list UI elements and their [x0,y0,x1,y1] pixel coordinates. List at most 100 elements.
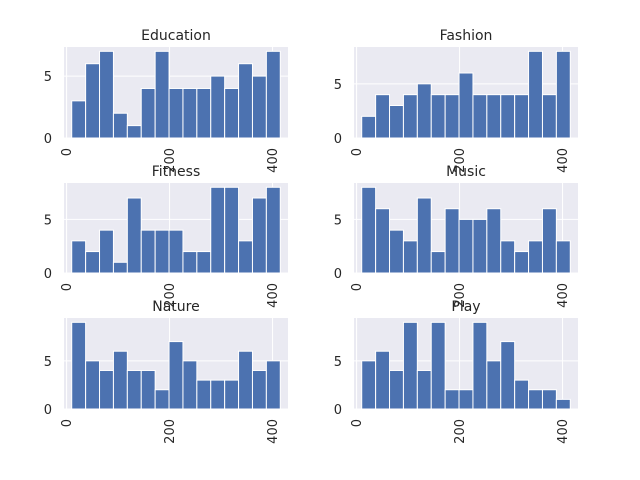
histogram-bar [251,197,267,274]
x-tick-label: 400 [556,283,571,308]
histogram-bar [514,94,530,139]
histogram-bar [541,389,557,410]
histogram-bar [265,50,281,139]
histogram-bar [375,350,391,410]
x-tick-label: 0 [60,148,75,156]
y-tick-label: 5 [334,78,342,93]
histogram-bar [402,321,418,410]
histogram-bar [126,125,142,139]
histogram-bar [541,208,557,274]
histogram-bar [402,240,418,274]
y-tick-label: 5 [334,213,342,228]
histogram-bar [500,341,516,410]
histogram-bar [251,75,267,139]
histogram-bar [486,360,502,410]
x-tick-label: 400 [556,148,571,173]
panel-play: Play 0 5 0 200 400 [334,299,578,444]
histogram-bar [85,251,101,274]
x-tick-label: 200 [453,148,468,173]
histogram-bar [514,251,530,274]
histogram-bar [389,229,404,274]
histogram-bar [224,379,240,410]
panel-education: Education 0 5 0 200 400 [44,28,288,173]
histogram-bar [500,240,516,274]
histogram-bar [182,87,198,139]
histogram-bar [210,186,226,274]
x-tick-label: 400 [266,148,281,173]
histogram-bar [85,63,101,139]
histogram-bar [112,350,128,410]
histogram-bar [416,197,432,274]
histogram-bar [238,63,253,139]
y-tick-label: 0 [44,132,52,147]
x-tick-label: 400 [266,283,281,308]
histogram-bar [154,389,170,410]
panel-fashion: Fashion 0 5 0 200 400 [334,28,578,173]
histogram-bar [85,360,101,410]
histogram-bar [389,105,404,139]
histogram-bar [444,94,460,139]
histogram-bar [361,186,377,274]
histogram-bar [528,240,543,274]
histogram-bar [71,100,87,139]
panel-fitness: Fitness 0 5 0 200 400 [44,164,288,308]
histogram-bar [361,360,377,410]
histogram-bar [112,261,128,274]
histogram-bar [71,321,87,410]
histogram-bar [430,251,446,274]
y-tick-label: 5 [44,213,52,228]
histogram-bar [196,379,212,410]
x-tick-label: 200 [453,283,468,308]
histogram-bar [389,369,404,410]
histogram-bar [182,251,198,274]
x-tick-label: 0 [350,419,365,427]
panel-title: Education [141,28,211,44]
x-tick-label: 0 [60,419,75,427]
x-tick-label: 0 [350,148,365,156]
histogram-bar [444,208,460,274]
histogram-bar [140,369,156,410]
histogram-bar [168,87,184,139]
histogram-bar [126,369,142,410]
histogram-bar [99,50,114,139]
histogram-bar [430,321,446,410]
panel-title: Play [451,299,480,315]
panel-title: Music [446,164,486,180]
histogram-bar [140,229,156,274]
y-tick-label: 5 [44,355,52,370]
histogram-bar [126,197,142,274]
x-tick-label: 200 [453,419,468,444]
histogram-bar [402,94,418,139]
histogram-bar [472,218,488,274]
y-tick-label: 5 [334,355,342,370]
histogram-bar [528,389,543,410]
panel-music: Music 0 5 0 200 400 [334,164,578,308]
panel-title: Nature [152,299,199,315]
x-tick-label: 400 [556,419,571,444]
histogram-bar [541,94,557,139]
x-tick-label: 200 [163,148,178,173]
histogram-bar [196,251,212,274]
x-tick-label: 200 [163,419,178,444]
x-tick-label: 200 [163,283,178,308]
histogram-bar [361,115,377,139]
histogram-bar [182,360,198,410]
histogram-bar [154,50,170,139]
histogram-bar [472,321,488,410]
histogram-bar [458,389,474,410]
panel-title: Fashion [440,28,493,44]
histogram-bar [265,186,281,274]
histogram-bar [555,50,571,139]
histogram-bar [238,240,253,274]
histogram-bar [514,379,530,410]
panel-nature: Nature 0 5 0 200 400 [44,299,288,444]
histogram-bar [555,240,571,274]
x-tick-label: 0 [350,283,365,291]
histogram-bar [210,379,226,410]
y-tick-label: 0 [44,403,52,418]
histogram-bar [486,94,502,139]
y-tick-label: 0 [334,132,342,147]
histogram-bar [154,229,170,274]
histogram-bar [99,369,114,410]
histogram-bar [224,87,240,139]
